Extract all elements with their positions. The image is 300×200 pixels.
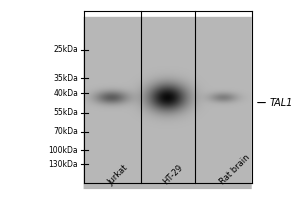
Text: 40kDa: 40kDa [53,89,78,98]
Text: 100kDa: 100kDa [48,146,78,155]
Text: TAL1: TAL1 [270,98,293,108]
Text: 35kDa: 35kDa [53,74,78,83]
Text: 70kDa: 70kDa [53,127,78,136]
Text: Rat brain: Rat brain [218,153,251,187]
Text: 55kDa: 55kDa [53,108,78,117]
Text: Jurkat: Jurkat [106,163,129,187]
Text: HT-29: HT-29 [162,163,185,187]
Text: 25kDa: 25kDa [53,45,78,54]
Text: 130kDa: 130kDa [48,160,78,169]
